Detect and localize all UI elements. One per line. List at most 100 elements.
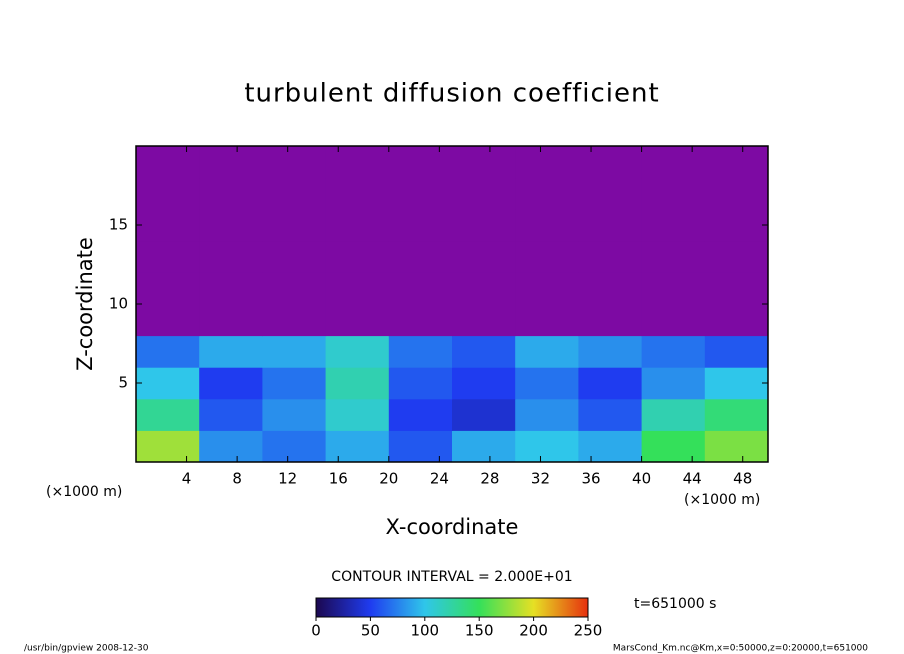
chart-title: turbulent diffusion coefficient bbox=[244, 79, 659, 109]
colorbar-tick-label: 200 bbox=[519, 622, 548, 640]
field-cell bbox=[199, 335, 263, 368]
field-cell bbox=[199, 177, 263, 210]
field-cell bbox=[325, 398, 390, 431]
field-cell bbox=[515, 146, 579, 179]
field-cell bbox=[388, 177, 453, 210]
x-tick-label: 16 bbox=[329, 470, 348, 488]
x-tick-label: 24 bbox=[430, 470, 449, 488]
field-cell bbox=[704, 398, 769, 431]
y-tick-label: 5 bbox=[118, 374, 128, 392]
field-cell bbox=[199, 240, 263, 273]
field-cell bbox=[515, 209, 579, 242]
y-tick-label: 15 bbox=[109, 216, 128, 234]
field-cell bbox=[325, 335, 390, 368]
field-cell bbox=[578, 304, 643, 337]
field-cell bbox=[578, 430, 643, 463]
field-cell bbox=[136, 177, 200, 210]
field-cell bbox=[452, 304, 516, 337]
field-cell bbox=[325, 304, 390, 337]
footer-right: MarsCond_Km.nc@Km,x=0:50000,z=0:20000,t=… bbox=[613, 644, 868, 654]
field-cell bbox=[136, 367, 200, 400]
field-cell bbox=[136, 209, 200, 242]
field-cell bbox=[578, 367, 643, 400]
field-cell bbox=[325, 430, 390, 463]
field-cell bbox=[388, 335, 453, 368]
x-tick-label: 12 bbox=[278, 470, 297, 488]
field-cell bbox=[325, 272, 390, 305]
field-cell bbox=[136, 146, 200, 179]
contour-interval: CONTOUR INTERVAL = 2.000E+01 bbox=[331, 569, 572, 585]
field-cell bbox=[388, 430, 453, 463]
field-cell bbox=[452, 398, 516, 431]
footer-left: /usr/bin/gpview 2008-12-30 bbox=[24, 644, 149, 654]
field-cell bbox=[515, 335, 579, 368]
field-cell bbox=[641, 240, 706, 273]
field-cell bbox=[199, 209, 263, 242]
field-cell bbox=[388, 304, 453, 337]
field-cell bbox=[388, 272, 453, 305]
field-cell bbox=[452, 272, 516, 305]
field-cell bbox=[388, 209, 453, 242]
field-cell bbox=[515, 272, 579, 305]
field-cell bbox=[578, 335, 643, 368]
field-cell bbox=[262, 430, 327, 463]
field-cell bbox=[704, 146, 769, 179]
field-cell bbox=[452, 367, 516, 400]
field-cell bbox=[325, 177, 390, 210]
field-cell bbox=[515, 304, 579, 337]
field-cell bbox=[641, 304, 706, 337]
x-tick-label: 32 bbox=[531, 470, 550, 488]
colorbar-tick-label: 50 bbox=[361, 622, 380, 640]
field-cell bbox=[199, 304, 263, 337]
field-cell bbox=[641, 209, 706, 242]
field-cell bbox=[704, 209, 769, 242]
field-cell bbox=[262, 367, 327, 400]
y-unit: (×1000 m) bbox=[46, 484, 122, 500]
field-cell bbox=[262, 240, 327, 273]
field-cell bbox=[388, 398, 453, 431]
field-cell bbox=[262, 398, 327, 431]
field-cell bbox=[578, 398, 643, 431]
field-cell bbox=[515, 240, 579, 273]
field-cell bbox=[262, 146, 327, 179]
field-cell bbox=[136, 398, 200, 431]
field-cell bbox=[704, 367, 769, 400]
field-cell bbox=[136, 430, 200, 463]
colorbar-tick-label: 150 bbox=[465, 622, 494, 640]
x-unit: (×1000 m) bbox=[684, 492, 760, 508]
x-axis-label: X-coordinate bbox=[386, 515, 519, 539]
field-cell bbox=[515, 398, 579, 431]
x-tick-label: 48 bbox=[733, 470, 752, 488]
colorbar-tick-label: 100 bbox=[410, 622, 439, 640]
field-cell bbox=[578, 240, 643, 273]
field-cell bbox=[325, 367, 390, 400]
field-cell bbox=[641, 146, 706, 179]
field-cell bbox=[136, 272, 200, 305]
field-cell bbox=[578, 146, 643, 179]
y-tick-label: 10 bbox=[109, 295, 128, 313]
field-cell bbox=[325, 240, 390, 273]
field-cell bbox=[136, 304, 200, 337]
field-cell bbox=[262, 335, 327, 368]
field-cell bbox=[136, 335, 200, 368]
field-cell bbox=[641, 177, 706, 210]
field-cell bbox=[641, 398, 706, 431]
x-tick-label: 36 bbox=[581, 470, 600, 488]
x-tick-label: 20 bbox=[379, 470, 398, 488]
field-cell bbox=[578, 209, 643, 242]
field-cell bbox=[262, 177, 327, 210]
field-cell bbox=[515, 367, 579, 400]
field-cell bbox=[704, 430, 769, 463]
field-cell bbox=[452, 146, 516, 179]
field-cell bbox=[388, 240, 453, 273]
x-tick-label: 44 bbox=[683, 470, 702, 488]
x-tick-label: 28 bbox=[480, 470, 499, 488]
field-cell bbox=[199, 272, 263, 305]
field-cell bbox=[262, 304, 327, 337]
field-cell bbox=[388, 146, 453, 179]
field-cell bbox=[325, 146, 390, 179]
field-cell bbox=[262, 209, 327, 242]
field-cell bbox=[704, 304, 769, 337]
field-cell bbox=[452, 335, 516, 368]
